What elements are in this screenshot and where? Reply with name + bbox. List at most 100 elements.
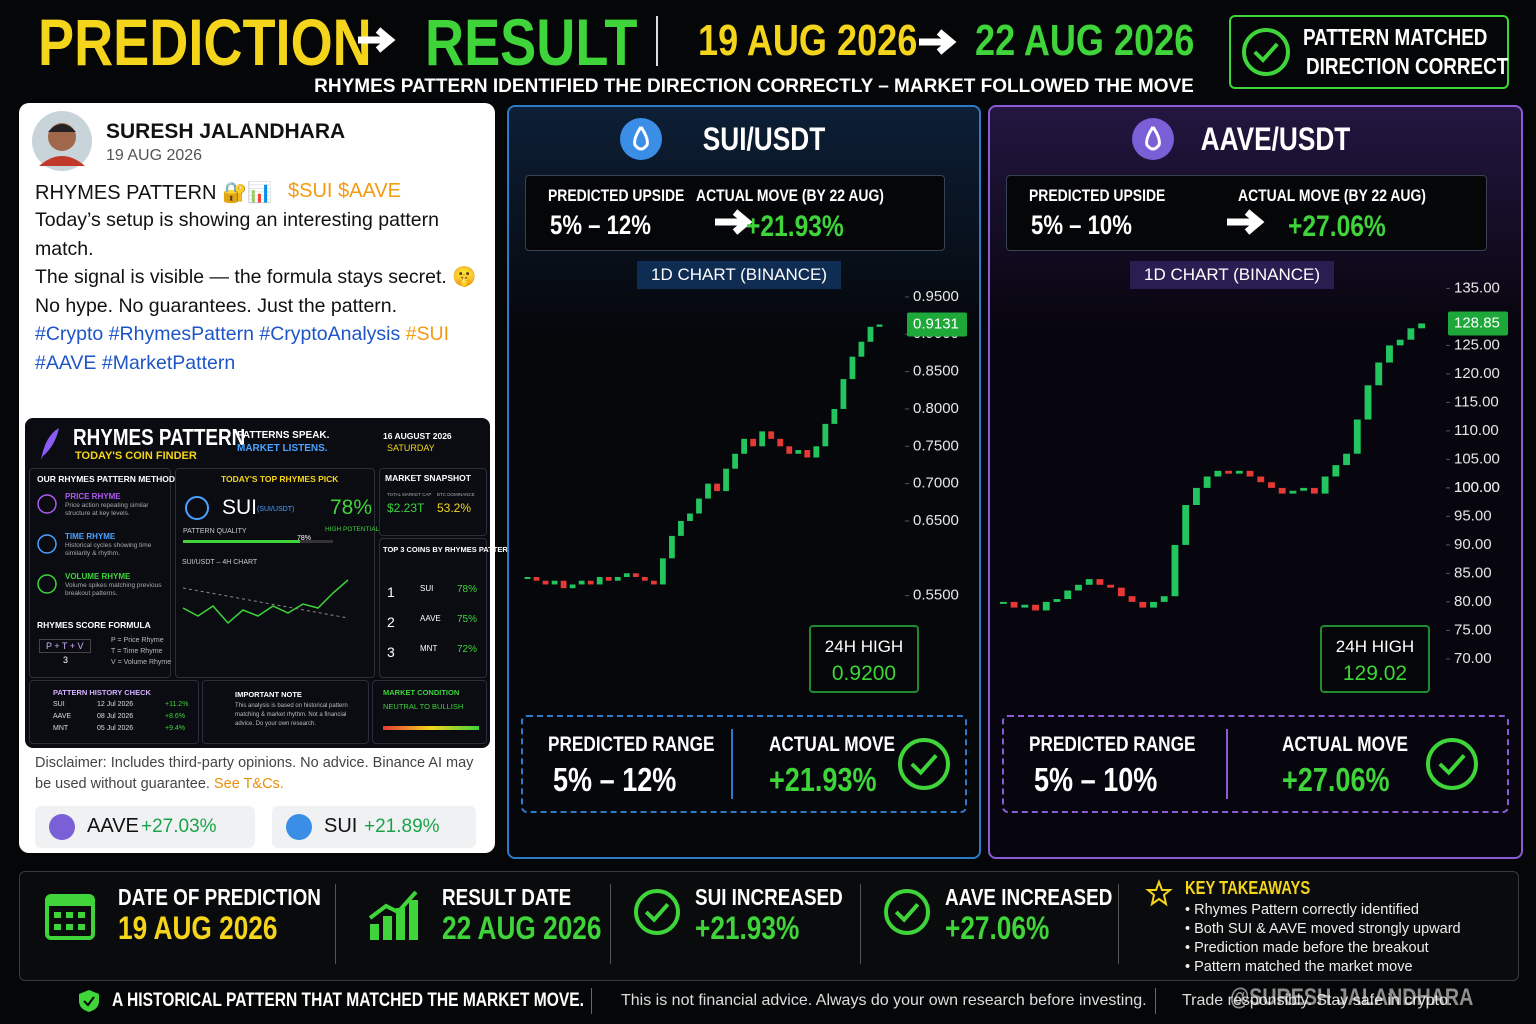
candle xyxy=(1053,599,1061,602)
icon-part xyxy=(49,814,75,840)
pair-panel: SUI/USDT PREDICTED UPSIDE 5% – 12% ACTUAL M… xyxy=(507,105,981,859)
hashtag[interactable]: #AAVE xyxy=(35,351,97,374)
section-title: MARKET SNAPSHOT xyxy=(385,473,471,483)
summary-value: 22 AUG 2026 xyxy=(442,910,602,946)
candle xyxy=(867,326,874,342)
quality-bar xyxy=(183,540,300,543)
candle xyxy=(696,498,702,514)
post-card: SURESH JALANDHARA 19 AUG 2026 RHYMES PATTE… xyxy=(19,103,513,853)
candle xyxy=(1407,328,1415,340)
icon-part xyxy=(286,814,312,840)
history-cell: AAVE xyxy=(53,713,72,720)
candle xyxy=(669,535,675,559)
value: 5% – 12% xyxy=(553,761,677,798)
summary-icon xyxy=(634,889,680,935)
summary-value: +21.93% xyxy=(695,910,800,946)
check-icon xyxy=(898,738,950,790)
pick-coin: SUI xyxy=(222,496,258,519)
pick-score: 78% xyxy=(330,496,373,519)
hashtag[interactable]: #RhymesPattern xyxy=(108,323,254,345)
candle xyxy=(659,558,666,585)
icon-part xyxy=(66,912,73,918)
section-title: MARKET CONDITION xyxy=(383,688,460,697)
y-tick-label: 120.00 xyxy=(1454,365,1500,382)
candle xyxy=(1257,476,1265,483)
icon-part xyxy=(1145,879,1173,907)
summary-icon xyxy=(45,894,95,940)
candle xyxy=(840,379,847,409)
terms-link[interactable]: See T&Cs. xyxy=(213,776,284,792)
chart-label: 1D CHART (BINANCE) xyxy=(637,261,842,289)
icon-part xyxy=(634,889,680,935)
candle xyxy=(641,576,648,581)
last-price-tag xyxy=(907,312,967,337)
icon-part xyxy=(620,118,662,160)
y-tick-label: 0.8500 xyxy=(913,363,959,380)
ticker-chip[interactable]: AAVE +27.03% xyxy=(35,806,255,848)
ticker-name: AAVE xyxy=(87,815,139,837)
candle xyxy=(741,438,748,454)
icon-part xyxy=(368,890,418,920)
candle xyxy=(1160,596,1168,602)
candle xyxy=(705,483,711,499)
ticker-chip[interactable]: SUI +21.89% xyxy=(272,806,476,848)
takeaways-title: KEY TAKEAWAYS xyxy=(1185,878,1311,898)
card-box xyxy=(372,680,487,744)
icon-part xyxy=(633,126,649,151)
card-box xyxy=(175,468,375,678)
hashtag[interactable]: #SUI xyxy=(405,323,450,345)
hashtag[interactable]: #CryptoAnalysis xyxy=(259,323,401,345)
footer-text: Trade responsibly. Stay safe in crypto. xyxy=(1182,992,1453,1009)
candle xyxy=(768,431,775,439)
icon-part xyxy=(1253,42,1279,63)
divider xyxy=(1155,988,1156,1014)
snapshot-label: BTC DOMINANCE xyxy=(437,492,475,497)
candle xyxy=(1214,470,1222,477)
section-title: PATTERN HISTORY CHECK xyxy=(53,688,151,697)
card-subtitle: TODAY'S COIN FINDER xyxy=(75,450,197,462)
y-tick-label: 0.7000 xyxy=(913,475,959,492)
method-desc: Volume spikes matching previous breakout… xyxy=(65,582,162,597)
icon-part xyxy=(898,738,950,790)
icon-part xyxy=(54,924,61,930)
card-day: SATURDAY xyxy=(387,443,435,453)
history-cell: SUI xyxy=(53,701,65,708)
icon-part xyxy=(409,900,418,940)
ticker-change: +27.03% xyxy=(141,816,217,837)
last-price-label: 128.85 xyxy=(1454,314,1500,331)
candle xyxy=(1128,596,1136,602)
label: PREDICTED RANGE xyxy=(548,733,715,756)
candle xyxy=(858,341,865,357)
candle xyxy=(596,576,603,585)
y-tick-label: 95.00 xyxy=(1454,507,1492,524)
value: +21.93% xyxy=(746,210,844,243)
result-box: PREDICTED RANGE 5% – 12% ACTUAL MOVE +21.93… xyxy=(521,715,967,813)
method-desc: Price action repeating similar structure… xyxy=(65,502,149,517)
candle xyxy=(1064,590,1072,600)
candle xyxy=(560,580,567,589)
candle xyxy=(569,584,576,589)
candle xyxy=(1396,339,1404,346)
candle xyxy=(1203,476,1211,488)
candle xyxy=(759,431,766,447)
hashtag[interactable]: #Crypto xyxy=(35,323,104,345)
candle xyxy=(632,573,639,577)
hashtag[interactable]: #MarketPattern xyxy=(101,351,236,374)
high-box: 24H HIGH 0.9200 xyxy=(809,625,919,693)
candle xyxy=(524,576,531,579)
y-tick-label: 110.00 xyxy=(1454,422,1499,439)
summary-value: +27.06% xyxy=(945,910,1050,946)
prediction-box: PREDICTED UPSIDE 5% – 10% ACTUAL MOVE (BY … xyxy=(1006,175,1487,251)
rank-coin: MNT xyxy=(420,644,438,653)
arrow xyxy=(1226,209,1264,235)
method-name: TIME RHYME xyxy=(65,532,116,541)
candle xyxy=(1386,345,1393,363)
candle xyxy=(1225,470,1233,474)
note: This analysis is based on historical pat… xyxy=(235,703,348,727)
rank-score: 78% xyxy=(457,584,478,595)
card-box xyxy=(379,538,487,678)
icon-part xyxy=(884,889,930,935)
history-cell: 08 Jul 2026 xyxy=(97,713,134,720)
history-cell: +8.6% xyxy=(165,713,186,720)
